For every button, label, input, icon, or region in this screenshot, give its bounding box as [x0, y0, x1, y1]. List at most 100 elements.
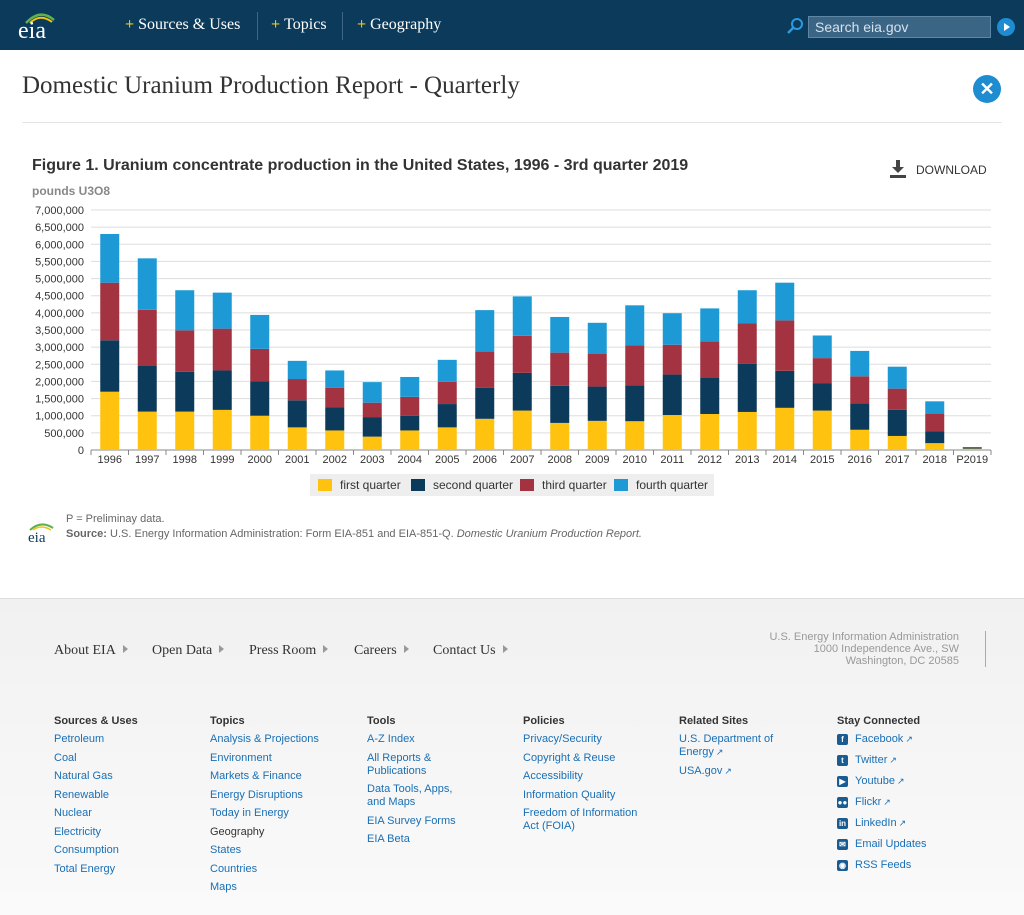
bar-segment-fourth-quarter: [662, 313, 682, 345]
footer-link-energy-disruptions[interactable]: Energy Disruptions: [210, 789, 319, 802]
footer-link-a-z-index[interactable]: A-Z Index: [367, 733, 456, 746]
footer-link-analysis-projections[interactable]: Analysis & Projections: [210, 733, 319, 746]
footer-link-u-s-department-of[interactable]: U.S. Department of Energy: [679, 733, 773, 759]
download-icon[interactable]: [890, 160, 906, 178]
y-tick-label: 2,500,000: [35, 359, 84, 371]
footer-link-line: Information Quality: [523, 788, 616, 801]
bar-segment-first-quarter: [137, 411, 157, 450]
facebook-icon: f: [837, 734, 848, 745]
x-tick-label: 1999: [210, 454, 234, 466]
footer-open-data[interactable]: Open Data: [152, 643, 224, 659]
y-tick-label: 1,000,000: [35, 411, 84, 423]
footer-link-states[interactable]: States: [210, 844, 319, 857]
source-note: Source: U.S. Energy Information Administ…: [66, 527, 642, 542]
social-link-twitter[interactable]: t Twitter: [837, 754, 927, 767]
bar-segment-first-quarter: [962, 448, 982, 450]
footer-link-electricity[interactable]: Electricity: [54, 826, 138, 839]
footer-link-petroleum[interactable]: Petroleum: [54, 733, 138, 746]
bar-segment-fourth-quarter: [587, 322, 607, 354]
footer-link-freedom-of-information[interactable]: Freedom of Information Act (FOIA): [523, 807, 637, 833]
legend-second-quarter[interactable]: second quarter: [411, 478, 513, 492]
footer-link-natural-gas[interactable]: Natural Gas: [54, 770, 138, 783]
footer-contact-us[interactable]: Contact Us: [433, 643, 508, 659]
bar-segment-fourth-quarter: [850, 350, 870, 377]
bar-segment-fourth-quarter: [475, 310, 495, 352]
bar-segment-first-quarter: [625, 421, 645, 450]
x-tick-label: 2017: [885, 454, 909, 466]
bar-segment-second-quarter: [512, 372, 532, 411]
eia-address: U.S. Energy Information Administration 1…: [740, 631, 959, 667]
footer-link-coal[interactable]: Coal: [54, 752, 138, 765]
footer-link-countries[interactable]: Countries: [210, 863, 319, 876]
footer-link-data-tools-apps-[interactable]: Data Tools, Apps, and Maps: [367, 783, 456, 809]
bar-segment-second-quarter: [400, 415, 420, 431]
footer-link-copyright-reuse[interactable]: Copyright & Reuse: [523, 752, 637, 765]
footer-link-eia-beta[interactable]: EIA Beta: [367, 833, 456, 846]
x-tick-label: 2001: [285, 454, 309, 466]
social-link-flickr[interactable]: ●● Flickr: [837, 796, 927, 809]
footer-link-consumption[interactable]: Consumption: [54, 844, 138, 857]
footer-link-line: Petroleum: [54, 733, 105, 745]
y-tick-label: 6,000,000: [35, 239, 84, 251]
legend-swatch: [318, 479, 332, 491]
footer-link-eia-survey-forms[interactable]: EIA Survey Forms: [367, 815, 456, 828]
bar-segment-third-quarter: [100, 282, 120, 341]
search-input[interactable]: [808, 16, 991, 38]
footer-link-privacy-security[interactable]: Privacy/Security: [523, 733, 637, 746]
footer-link-accessibility[interactable]: Accessibility: [523, 770, 637, 783]
close-button[interactable]: ✕: [973, 75, 1001, 103]
download-button[interactable]: DOWNLOAD: [916, 163, 987, 177]
social-link-rss-feeds[interactable]: ◉ RSS Feeds: [837, 859, 927, 872]
x-tick-label: 2007: [510, 454, 534, 466]
footer-link-maps[interactable]: Maps: [210, 881, 319, 894]
footer-link-markets-finance[interactable]: Markets & Finance: [210, 770, 319, 783]
footer-link-line: Electricity: [54, 825, 102, 838]
search-go-button[interactable]: [997, 18, 1015, 36]
legend-swatch: [520, 479, 534, 491]
footer-press-room[interactable]: Press Room: [249, 643, 328, 659]
legend-third-quarter[interactable]: third quarter: [520, 478, 607, 492]
bar-segment-third-quarter: [887, 388, 907, 410]
x-tick-label: 1997: [135, 454, 159, 466]
legend-label: fourth quarter: [636, 478, 709, 492]
email-updates-icon: ✉: [837, 839, 848, 850]
x-tick-label: P2019: [956, 454, 988, 466]
footer-about-eia[interactable]: About EIA: [54, 643, 128, 659]
footer-link-renewable[interactable]: Renewable: [54, 789, 138, 802]
eia-logo[interactable]: eia: [18, 8, 62, 44]
y-tick-label: 3,000,000: [35, 342, 84, 354]
search-icon[interactable]: [786, 17, 804, 35]
footer-link-total-energy[interactable]: Total Energy: [54, 863, 138, 876]
social-link-email-updates[interactable]: ✉ Email Updates: [837, 838, 927, 851]
twitter-icon: t: [837, 755, 848, 766]
footer-link-today-in-energy[interactable]: Today in Energy: [210, 807, 319, 820]
legend-fourth-quarter[interactable]: fourth quarter: [614, 478, 708, 492]
footer-col-heading: Topics: [210, 715, 245, 727]
bar-segment-third-quarter: [437, 381, 457, 405]
footer-link-line: Renewable: [54, 788, 110, 801]
bar-segment-fourth-quarter: [700, 308, 720, 342]
preliminary-note: P = Preliminay data.: [66, 513, 165, 525]
bar-segment-third-quarter: [137, 309, 157, 366]
footer-careers[interactable]: Careers: [354, 643, 409, 659]
nav-topics[interactable]: + Topics: [271, 16, 327, 34]
bar-segment-second-quarter: [737, 363, 757, 412]
legend-first-quarter[interactable]: first quarter: [318, 478, 401, 492]
footer-link-environment[interactable]: Environment: [210, 752, 319, 765]
social-link-linkedin[interactable]: in LinkedIn: [837, 817, 927, 830]
bar-segment-second-quarter: [775, 370, 795, 408]
social-link-facebook[interactable]: f Facebook: [837, 733, 927, 746]
bar-segment-fourth-quarter: [925, 401, 945, 414]
footer-link-nuclear[interactable]: Nuclear: [54, 807, 138, 820]
y-tick-label: 6,500,000: [35, 222, 84, 234]
social-link-youtube[interactable]: ▶ Youtube: [837, 775, 927, 788]
bar-segment-fourth-quarter: [137, 258, 157, 310]
x-tick-label: 2016: [848, 454, 872, 466]
bar-segment-fourth-quarter: [212, 292, 232, 329]
bar-segment-fourth-quarter: [625, 305, 645, 346]
footer-link-information-quality[interactable]: Information Quality: [523, 789, 637, 802]
nav-sources-uses[interactable]: + Sources & Uses: [125, 16, 240, 34]
nav-geography[interactable]: + Geography: [357, 16, 441, 34]
footer-link-all-reports-[interactable]: All Reports & Publications: [367, 752, 456, 778]
footer-link-usa-gov[interactable]: USA.gov: [679, 765, 773, 778]
